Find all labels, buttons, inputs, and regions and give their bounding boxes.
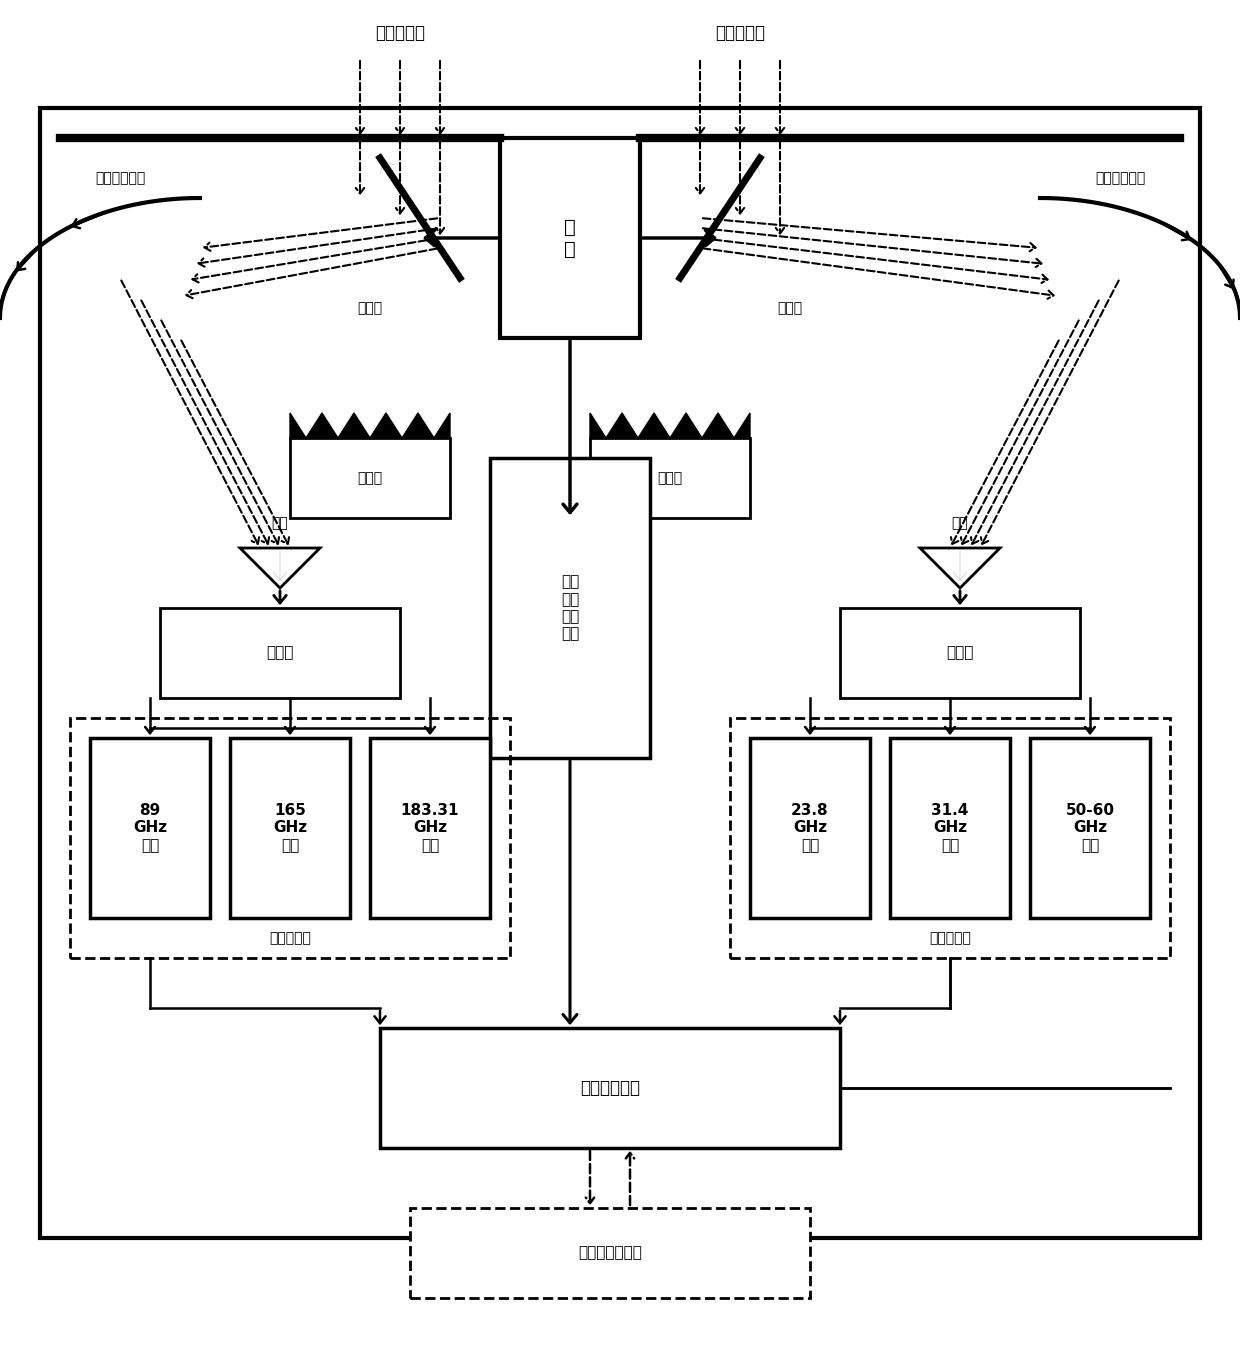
Bar (370, 737, 490, 918)
Text: 平面镌: 平面镌 (357, 301, 383, 315)
Bar (40, 108, 1200, 1237)
Text: 23.8
GHz
接收: 23.8 GHz 接收 (791, 803, 828, 853)
Bar (730, 718, 1171, 958)
Text: 入射信号流: 入射信号流 (374, 24, 425, 42)
Bar (290, 438, 450, 518)
Bar (229, 737, 350, 918)
Text: 抛物面反射器: 抛物面反射器 (95, 171, 145, 185)
Polygon shape (290, 412, 450, 438)
Bar (60, 128, 1180, 758)
Bar (1030, 737, 1149, 918)
Bar (500, 137, 640, 338)
Bar (839, 608, 1080, 698)
Polygon shape (590, 412, 750, 438)
Bar (890, 737, 1011, 918)
Text: 数据管理单元: 数据管理单元 (580, 1078, 640, 1097)
Text: 多工器: 多工器 (946, 646, 973, 661)
Bar (379, 1029, 839, 1148)
Text: 89
GHz
接收: 89 GHz 接收 (133, 803, 167, 853)
Text: 定标体: 定标体 (657, 470, 682, 485)
Text: 接收机单元: 接收机单元 (269, 931, 311, 945)
Text: 扫描
驱动
控制
模块: 扫描 驱动 控制 模块 (560, 574, 579, 642)
Bar (490, 458, 650, 758)
Text: 抛物面反射器: 抛物面反射器 (1095, 171, 1145, 185)
Text: 馈源: 馈源 (272, 516, 289, 530)
Text: 接收机单元: 接收机单元 (929, 931, 971, 945)
Bar (160, 608, 401, 698)
Text: 50-60
GHz
接收: 50-60 GHz 接收 (1065, 803, 1115, 853)
Polygon shape (920, 549, 999, 588)
Text: 31.4
GHz
接收: 31.4 GHz 接收 (931, 803, 968, 853)
Text: 卫星数管计算机: 卫星数管计算机 (578, 1246, 642, 1260)
Text: 165
GHz
接收: 165 GHz 接收 (273, 803, 308, 853)
Polygon shape (241, 549, 320, 588)
Bar (91, 737, 210, 918)
Text: 定标体: 定标体 (357, 470, 383, 485)
Bar (69, 718, 510, 958)
Text: 入射信号流: 入射信号流 (715, 24, 765, 42)
Text: 馈源: 馈源 (951, 516, 968, 530)
Bar (590, 438, 750, 518)
Text: 多工器: 多工器 (267, 646, 294, 661)
Bar (410, 1208, 810, 1298)
Text: 电
机: 电 机 (564, 217, 575, 259)
Bar (750, 737, 870, 918)
Text: 平面镌: 平面镌 (777, 301, 802, 315)
Text: 183.31
GHz
接收: 183.31 GHz 接收 (401, 803, 459, 853)
